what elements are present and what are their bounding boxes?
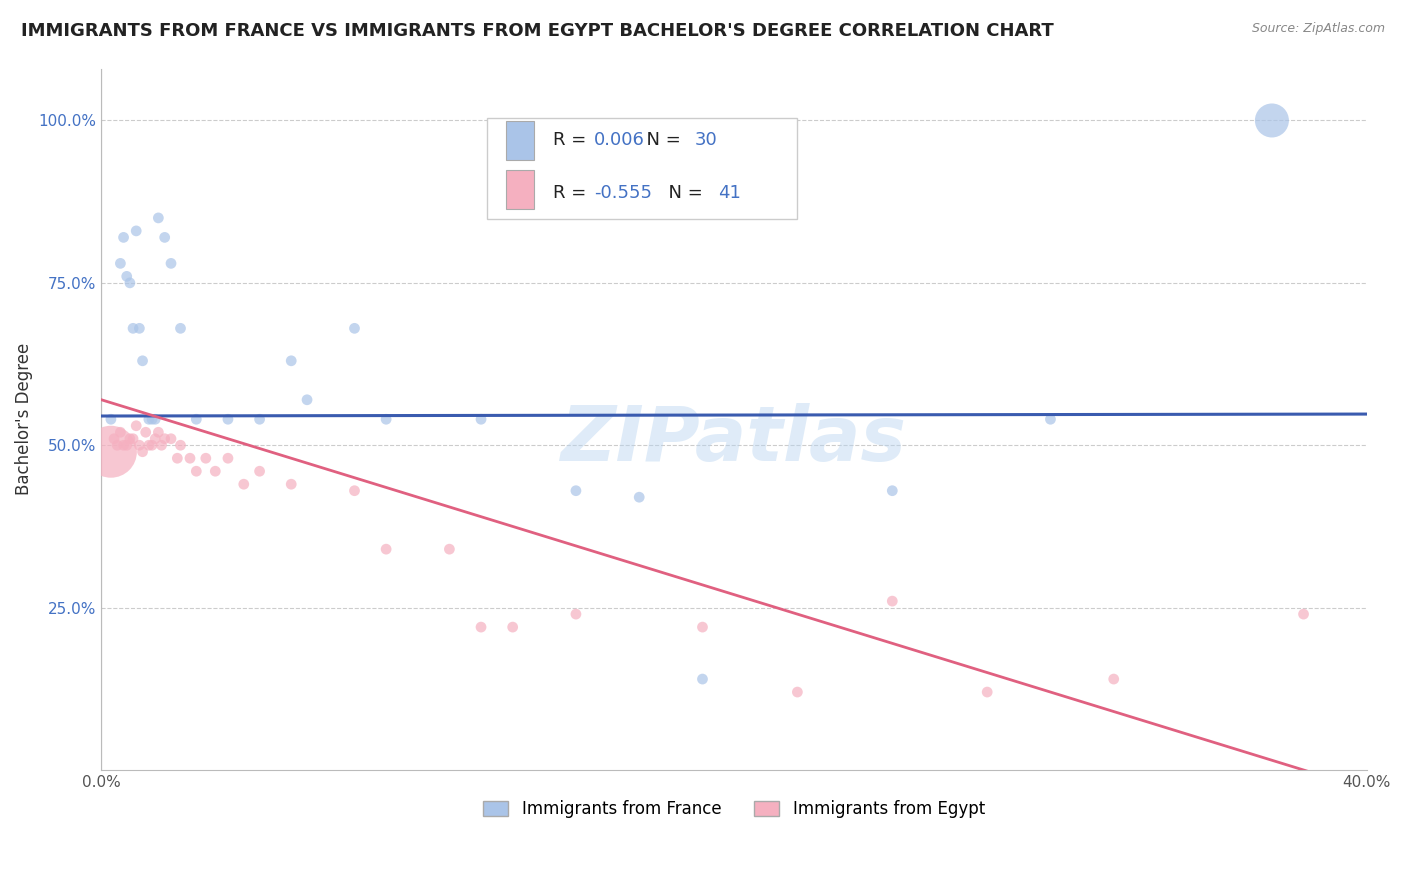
Text: 30: 30 [695, 131, 717, 149]
Point [105, 438, 128, 452]
Point [280, 477, 302, 491]
Point [100, 412, 122, 426]
Point [375, 542, 398, 557]
Point [502, 620, 524, 634]
FancyBboxPatch shape [506, 170, 534, 209]
Point [143, 432, 166, 446]
Point [186, 464, 208, 478]
Point [169, 321, 191, 335]
Point [141, 412, 163, 426]
Y-axis label: Bachelor's Degree: Bachelor's Degree [15, 343, 32, 495]
Text: Source: ZipAtlas.com: Source: ZipAtlas.com [1251, 22, 1385, 36]
Text: IMMIGRANTS FROM FRANCE VS IMMIGRANTS FROM EGYPT BACHELOR'S DEGREE CORRELATION CH: IMMIGRANTS FROM FRANCE VS IMMIGRANTS FRO… [21, 22, 1054, 40]
Point [186, 412, 208, 426]
Point [125, 418, 148, 433]
Point [141, 438, 163, 452]
Point [217, 412, 239, 426]
FancyBboxPatch shape [506, 121, 534, 160]
Text: N =: N = [657, 184, 709, 202]
Point [122, 432, 145, 446]
Point [1102, 672, 1125, 686]
Point [148, 211, 170, 225]
Point [204, 464, 226, 478]
Point [150, 438, 173, 452]
Point [138, 412, 160, 426]
Point [131, 353, 153, 368]
Point [375, 412, 398, 426]
Point [110, 425, 132, 440]
Point [128, 438, 150, 452]
Text: ZIPatlas: ZIPatlas [561, 403, 907, 477]
FancyBboxPatch shape [488, 118, 797, 219]
Point [343, 321, 366, 335]
Point [343, 483, 366, 498]
Text: -0.555: -0.555 [593, 184, 651, 202]
Text: N =: N = [636, 131, 688, 149]
Point [143, 412, 166, 426]
Point [122, 321, 145, 335]
Point [1292, 607, 1315, 621]
Point [118, 432, 141, 446]
Point [160, 256, 183, 270]
Point [153, 230, 176, 244]
Point [280, 353, 302, 368]
Legend: Immigrants from France, Immigrants from Egypt: Immigrants from France, Immigrants from … [477, 794, 991, 825]
Point [295, 392, 318, 407]
Point [882, 594, 904, 608]
Point [169, 438, 191, 452]
Point [148, 425, 170, 440]
Point [786, 685, 808, 699]
Point [628, 490, 651, 504]
Text: 0.006: 0.006 [593, 131, 644, 149]
Point [565, 607, 588, 621]
Point [138, 438, 160, 452]
Point [439, 542, 461, 557]
Point [118, 276, 141, 290]
Point [125, 224, 148, 238]
Point [135, 425, 157, 440]
Point [112, 230, 135, 244]
Point [166, 451, 188, 466]
Point [692, 672, 714, 686]
Point [160, 432, 183, 446]
Point [115, 269, 138, 284]
Text: R =: R = [553, 131, 592, 149]
Point [128, 321, 150, 335]
Point [112, 438, 135, 452]
Point [131, 444, 153, 458]
Point [470, 412, 492, 426]
Point [565, 483, 588, 498]
Point [110, 256, 132, 270]
Point [470, 620, 492, 634]
Point [249, 464, 271, 478]
Text: R =: R = [553, 184, 592, 202]
Point [249, 412, 271, 426]
Point [882, 483, 904, 498]
Point [692, 620, 714, 634]
Point [1261, 113, 1284, 128]
Point [115, 438, 138, 452]
Point [217, 451, 239, 466]
Point [103, 432, 125, 446]
Point [179, 451, 201, 466]
Point [1039, 412, 1062, 426]
Point [232, 477, 254, 491]
Text: 41: 41 [717, 184, 741, 202]
Point [100, 444, 122, 458]
Point [194, 451, 217, 466]
Point [153, 432, 176, 446]
Point [976, 685, 998, 699]
